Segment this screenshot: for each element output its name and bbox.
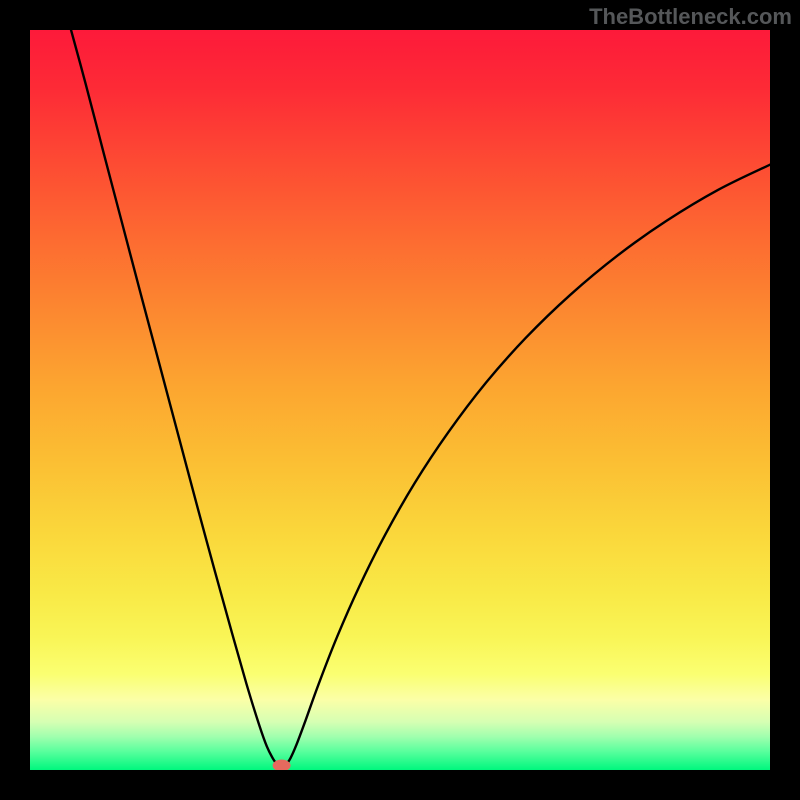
chart-container: TheBottleneck.com bbox=[0, 0, 800, 800]
watermark-text: TheBottleneck.com bbox=[589, 4, 792, 30]
bottleneck-chart bbox=[0, 0, 800, 800]
optimal-point-marker bbox=[273, 760, 291, 772]
plot-area bbox=[30, 30, 770, 770]
